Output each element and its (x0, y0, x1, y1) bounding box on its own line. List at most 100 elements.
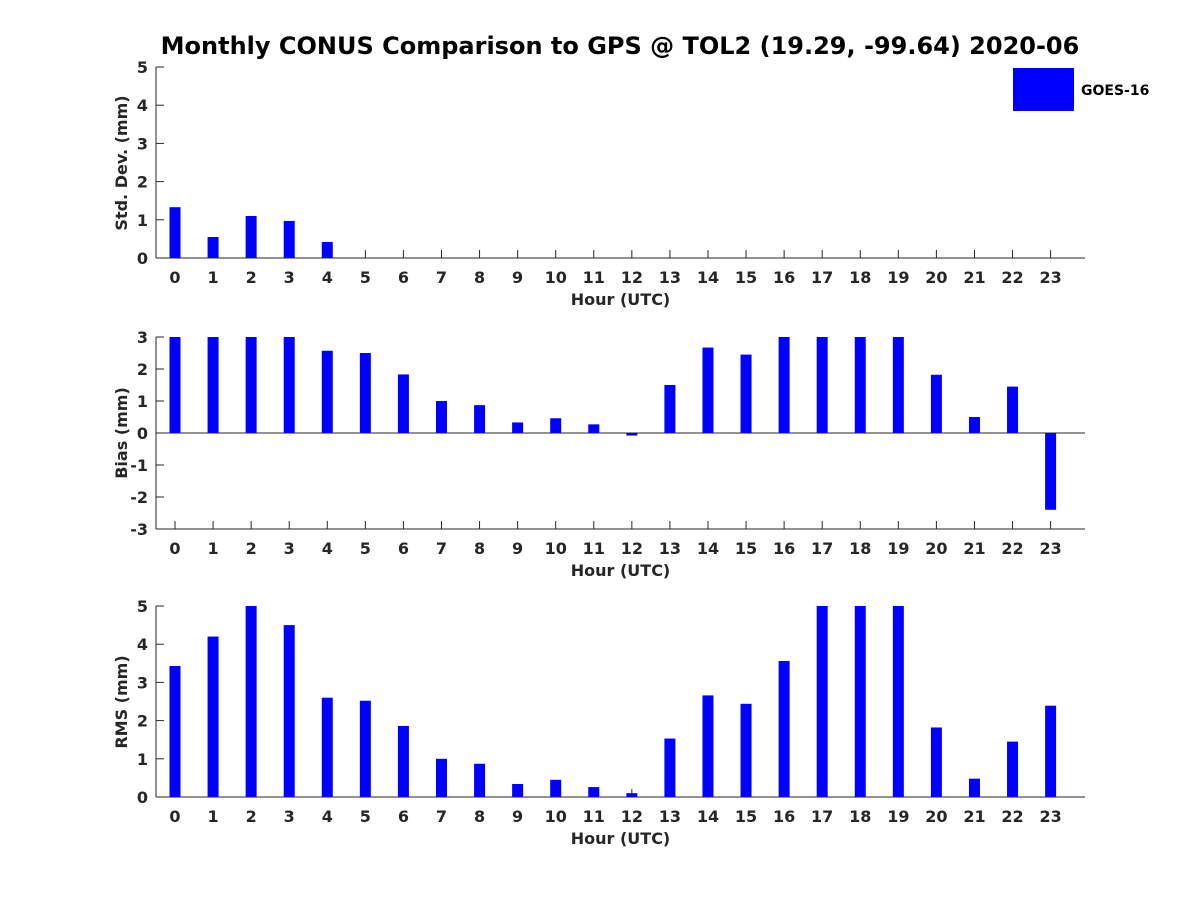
rms-bar (550, 779, 562, 797)
bias-xtick-label: 4 (322, 539, 333, 558)
bias-bar (550, 418, 562, 433)
rms-ytick-label: 0 (137, 788, 148, 807)
legend-swatch (1013, 68, 1074, 111)
bias-bar (892, 337, 904, 433)
stddev-xtick-label: 20 (925, 268, 947, 287)
bias-bar (245, 337, 257, 433)
rms-bar (854, 606, 866, 797)
stddev-xtick-label: 11 (583, 268, 605, 287)
rms-xtick-label: 17 (811, 807, 833, 826)
rms-bar (816, 606, 828, 797)
bias-bar (816, 337, 828, 433)
rms-bar (588, 787, 600, 797)
rms-xtick-label: 16 (773, 807, 795, 826)
bias-xtick-label: 15 (735, 539, 757, 558)
rms-xtick-label: 9 (512, 807, 523, 826)
bias-bar (854, 337, 866, 433)
bias-ytick-label: 2 (137, 360, 148, 379)
stddev-xtick-label: 0 (169, 268, 180, 287)
rms-bar (283, 625, 295, 797)
bias-xtick-label: 19 (887, 539, 909, 558)
stddev-xtick-label: 15 (735, 268, 757, 287)
rms-ylabel: RMS (mm) (112, 655, 131, 748)
stddev-xtick-label: 18 (849, 268, 871, 287)
rms-bar (892, 606, 904, 797)
bias-xtick-label: 13 (659, 539, 681, 558)
bias-bar (435, 401, 447, 433)
bias-bar (664, 385, 676, 433)
bias-xtick-label: 2 (246, 539, 257, 558)
rms-xtick-label: 18 (849, 807, 871, 826)
rms-xtick-label: 23 (1039, 807, 1061, 826)
rms-bar (512, 784, 524, 797)
bias-bar (207, 337, 219, 433)
rms-bar (169, 665, 181, 797)
rms-ytick-label: 5 (137, 597, 148, 616)
stddev-xtick-label: 21 (963, 268, 985, 287)
bias-xtick-label: 23 (1039, 539, 1061, 558)
stddev-bar (283, 220, 295, 258)
bias-ytick-label: 0 (137, 424, 148, 443)
rms-xtick-label: 13 (659, 807, 681, 826)
stddev-xtick-label: 9 (512, 268, 523, 287)
bias-bar (283, 337, 295, 433)
rms-xtick-label: 22 (1001, 807, 1023, 826)
rms-ytick-label: 1 (137, 750, 148, 769)
rms-ytick-label: 3 (137, 673, 148, 692)
rms-xtick-label: 20 (925, 807, 947, 826)
stddev-ylabel: Std. Dev. (mm) (112, 95, 131, 230)
stddev-xtick-label: 16 (773, 268, 795, 287)
rms-bar (626, 793, 638, 797)
rms-bar (1007, 741, 1019, 797)
bias-bar (512, 422, 524, 433)
rms-bar (245, 606, 257, 797)
rms-xtick-label: 3 (284, 807, 295, 826)
stddev-xtick-label: 14 (697, 268, 719, 287)
rms-bar (968, 778, 980, 797)
stddev-ytick-label: 5 (137, 58, 148, 77)
stddev-xtick-label: 8 (474, 268, 485, 287)
stddev-bar (321, 241, 333, 258)
rms-xtick-label: 10 (545, 807, 567, 826)
bias-xtick-label: 12 (621, 539, 643, 558)
figure-title: Monthly CONUS Comparison to GPS @ TOL2 (… (161, 32, 1080, 60)
bias-xtick-label: 6 (398, 539, 409, 558)
rms-xtick-label: 8 (474, 807, 485, 826)
stddev-bar (207, 236, 219, 258)
stddev-xtick-label: 4 (322, 268, 333, 287)
bias-bar (588, 424, 600, 433)
rms-bar (207, 636, 219, 797)
bias-bar (740, 354, 752, 433)
bias-xtick-label: 10 (545, 539, 567, 558)
rms-bar (740, 703, 752, 797)
bias-ytick-label: 3 (137, 328, 148, 347)
bias-xtick-label: 0 (169, 539, 180, 558)
bias-xtick-label: 9 (512, 539, 523, 558)
rms-xtick-label: 11 (583, 807, 605, 826)
bias-ytick-label: 1 (137, 392, 148, 411)
rms-bar (397, 725, 409, 797)
rms-xlabel: Hour (UTC) (571, 829, 671, 848)
bias-xtick-label: 17 (811, 539, 833, 558)
rms-bar (474, 763, 486, 797)
stddev-xtick-label: 1 (207, 268, 218, 287)
bias-xtick-label: 5 (360, 539, 371, 558)
bias-xtick-label: 22 (1001, 539, 1023, 558)
bias-xtick-label: 7 (436, 539, 447, 558)
stddev-xtick-label: 22 (1001, 268, 1023, 287)
stddev-ytick-label: 3 (137, 134, 148, 153)
stddev-xtick-label: 3 (284, 268, 295, 287)
bias-xtick-label: 16 (773, 539, 795, 558)
stddev-ytick-label: 2 (137, 173, 148, 192)
stddev-ytick-label: 0 (137, 249, 148, 268)
rms-bar (778, 661, 790, 797)
rms-xtick-label: 1 (207, 807, 218, 826)
rms-xtick-label: 0 (169, 807, 180, 826)
bias-xtick-label: 8 (474, 539, 485, 558)
rms-ytick-label: 4 (137, 635, 148, 654)
bias-bar (1045, 433, 1057, 510)
